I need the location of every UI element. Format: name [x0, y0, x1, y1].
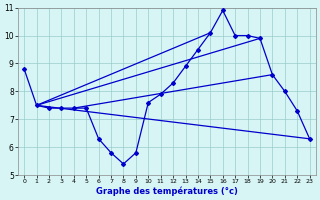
X-axis label: Graphe des températures (°c): Graphe des températures (°c) [96, 186, 238, 196]
